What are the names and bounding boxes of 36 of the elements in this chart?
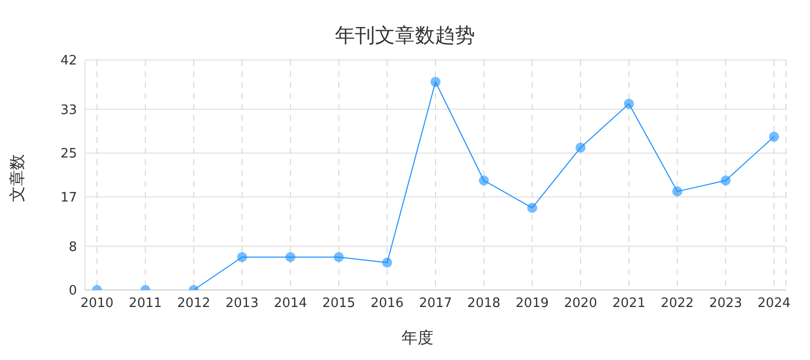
point xyxy=(478,175,489,186)
point xyxy=(769,132,779,142)
x-tick-label: 2010 xyxy=(80,296,114,312)
point xyxy=(382,258,392,268)
x-tick-label: 2019 xyxy=(516,296,549,312)
point xyxy=(430,76,440,87)
x-tick-label: 2023 xyxy=(709,296,742,312)
x-tick-label: 2024 xyxy=(757,296,791,312)
x-tick-label: 2022 xyxy=(660,296,694,312)
x-tick-label: 2014 xyxy=(274,296,307,312)
point xyxy=(576,142,586,153)
point xyxy=(334,252,344,262)
x-tick-label: 2015 xyxy=(322,296,356,312)
x-tick-label: 2021 xyxy=(612,296,646,312)
y-tick-label: 0 xyxy=(68,284,77,299)
y-tick-label: 17 xyxy=(60,190,77,206)
y-tick-label: 42 xyxy=(60,54,77,69)
x-axis-title: 年度 xyxy=(402,328,434,347)
x-tick-label: 2017 xyxy=(418,296,452,312)
point xyxy=(237,252,248,262)
x-tick-label: 2020 xyxy=(564,296,598,312)
x-tick-label: 2012 xyxy=(177,296,210,312)
point xyxy=(672,186,682,196)
x-tick-label: 2011 xyxy=(128,296,162,312)
x-tick-label: 2016 xyxy=(370,296,404,312)
y-axis-title: 文章数 xyxy=(8,154,28,202)
point xyxy=(285,252,296,262)
x-tick-label: 2018 xyxy=(467,296,500,312)
x-tick-label: 2013 xyxy=(226,296,259,312)
y-tick-label: 8 xyxy=(68,240,77,255)
point xyxy=(624,98,634,109)
point xyxy=(720,175,731,186)
chart-title: 年刊文章数趋势 xyxy=(334,22,476,49)
y-tick-label: 33 xyxy=(60,102,77,118)
y-tick-label: 25 xyxy=(60,146,77,162)
point xyxy=(527,202,538,213)
